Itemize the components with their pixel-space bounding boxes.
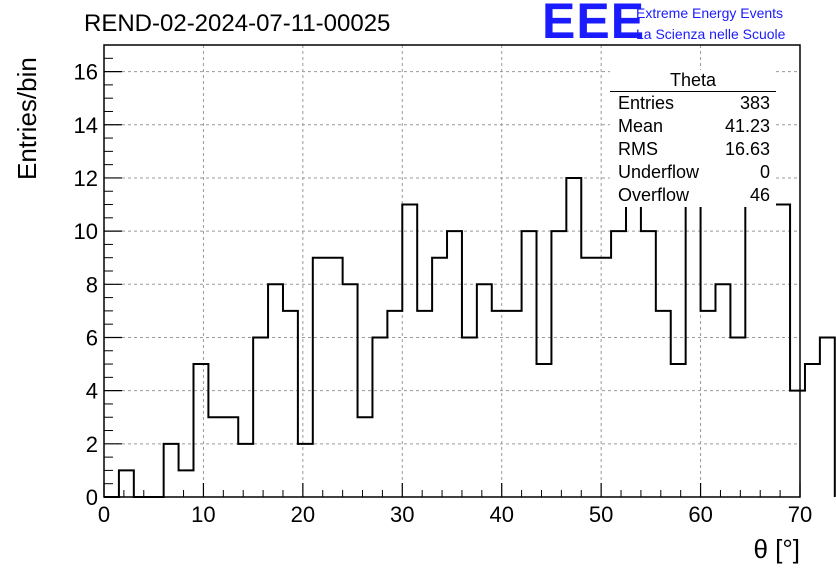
stats-value: 16.63 [724,139,770,159]
stats-label: Mean [618,116,664,136]
x-tick-label: 10 [191,502,215,527]
stats-label: Entries [618,93,675,113]
stats-row-mean: Mean 41.23 [610,115,776,138]
stats-row-overflow: Overflow 46 [610,184,776,207]
x-axis-label: θ [°] [753,534,800,564]
y-tick-label: 12 [74,166,98,191]
y-tick-label: 6 [86,325,98,350]
stats-value: 46 [749,185,770,205]
stats-label: RMS [618,139,658,159]
stats-box: Theta Entries 383 Mean 41.23 RMS 16.63 U… [610,70,776,207]
y-tick-label: 10 [74,219,98,244]
stats-row-rms: RMS 16.63 [610,138,776,161]
y-axis-label: Entries/bin [12,57,42,180]
plot-title: REND-02-2024-07-11-00025 [84,10,391,37]
stats-value: 383 [739,93,770,113]
stats-label: Overflow [618,185,690,205]
x-tick-label: 0 [98,502,110,527]
x-tick-label: 20 [291,502,315,527]
x-tick-label: 30 [390,502,414,527]
stats-row-underflow: Underflow 0 [610,161,776,184]
stats-label: Underflow [618,162,700,182]
eee-logo: EEE [542,0,646,49]
stats-value: 41.23 [724,116,770,136]
y-tick-label: 14 [74,113,98,138]
logo-text-line2: La Scienza nelle Scuole [636,26,786,42]
y-tick-label: 16 [74,60,98,85]
y-tick-label: 4 [86,379,98,404]
logo-text-line1: Extreme Energy Events [636,5,784,21]
stats-row-entries: Entries 383 [610,92,776,115]
stats-title: Theta [610,70,776,92]
y-tick-label: 2 [86,432,98,457]
y-tick-label: 8 [86,272,98,297]
x-tick-label: 50 [589,502,613,527]
stats-value: 0 [759,162,770,182]
y-tick-label: 0 [86,485,98,510]
histogram-outline [104,70,836,498]
x-tick-label: 40 [489,502,513,527]
x-tick-label: 70 [788,502,812,527]
x-tick-label: 60 [688,502,712,527]
axis-ticks [103,57,801,498]
